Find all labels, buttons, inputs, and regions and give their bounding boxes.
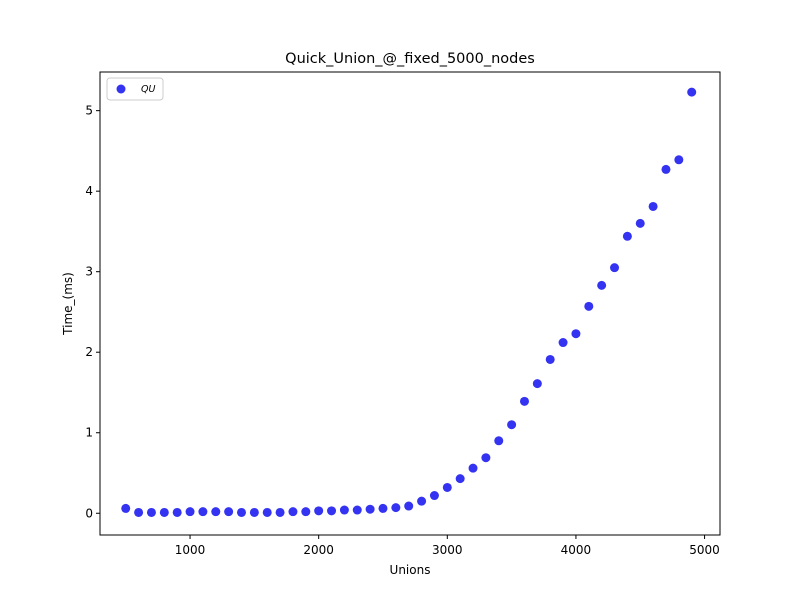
data-point <box>571 329 581 339</box>
data-point <box>635 218 645 228</box>
data-point <box>404 501 414 511</box>
data-point <box>185 507 195 517</box>
y-tick-label: 3 <box>85 265 93 279</box>
data-point <box>494 436 504 446</box>
data-point <box>288 507 298 517</box>
y-axis-label: Time_(ms) <box>61 272 75 336</box>
data-point <box>211 507 221 517</box>
data-point <box>224 507 234 517</box>
data-point <box>339 505 349 515</box>
y-tick-label: 1 <box>85 426 93 440</box>
x-tick-label: 5000 <box>689 543 720 557</box>
y-tick-label: 0 <box>85 506 93 520</box>
data-point <box>417 496 427 506</box>
data-point <box>674 155 684 165</box>
data-point <box>134 507 144 517</box>
data-point <box>301 507 311 517</box>
data-point <box>507 420 517 430</box>
data-point <box>365 504 375 514</box>
x-axis-ticks: 1000 2000 3000 4000 5000 <box>175 535 720 557</box>
legend: QU <box>106 77 164 101</box>
data-point <box>584 301 594 311</box>
data-point <box>314 506 324 516</box>
data-point <box>352 505 362 515</box>
legend-marker <box>116 84 126 94</box>
data-point <box>159 507 169 517</box>
chart-title: Quick_Union_@_fixed_5000_nodes <box>285 51 535 67</box>
data-point <box>172 507 182 517</box>
legend-box <box>106 77 164 101</box>
y-axis-ticks: 0 1 2 3 4 5 <box>85 104 100 520</box>
y-tick-label: 4 <box>85 184 93 198</box>
x-tick-label: 2000 <box>303 543 334 557</box>
data-point <box>455 474 465 484</box>
y-tick-label: 5 <box>85 104 93 118</box>
x-tick-label: 1000 <box>175 543 206 557</box>
legend-label: QU <box>141 84 155 95</box>
data-point <box>121 503 131 513</box>
x-tick-label: 3000 <box>432 543 463 557</box>
x-axis-label: Unions <box>390 563 431 577</box>
data-point <box>558 338 568 348</box>
data-point <box>275 507 285 517</box>
data-point <box>661 164 671 174</box>
data-point <box>236 507 246 517</box>
data-point <box>545 354 555 364</box>
data-point <box>622 231 632 241</box>
data-point <box>442 482 452 492</box>
plot-frame <box>99 71 721 536</box>
data-point <box>262 507 272 517</box>
x-tick-label: 4000 <box>561 543 592 557</box>
data-point <box>391 503 401 513</box>
data-point <box>378 503 388 513</box>
data-point <box>146 507 156 517</box>
data-point <box>648 201 658 211</box>
data-point <box>481 453 491 463</box>
data-points <box>121 87 697 517</box>
data-point <box>519 396 529 406</box>
y-tick-label: 2 <box>85 345 93 359</box>
data-point <box>249 507 259 517</box>
data-point <box>429 491 439 501</box>
data-point <box>468 463 478 473</box>
data-point <box>687 87 697 97</box>
data-point <box>597 280 607 290</box>
data-point <box>532 379 542 389</box>
data-point <box>327 506 337 516</box>
data-point <box>610 263 620 273</box>
data-point <box>198 507 208 517</box>
